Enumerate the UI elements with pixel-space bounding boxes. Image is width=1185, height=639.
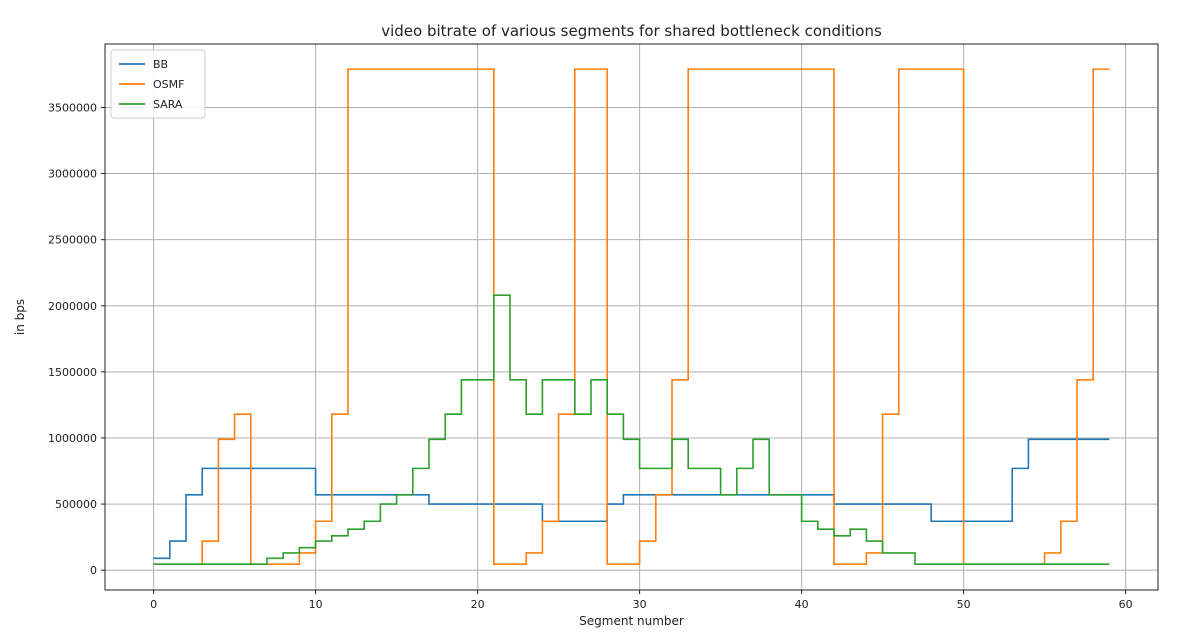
series-line-sara [153,294,1110,566]
x-tick-label: 40 [795,598,809,611]
y-tick-label: 2000000 [48,300,97,313]
x-tick-label: 10 [309,598,323,611]
legend-label-osmf: OSMF [153,78,184,91]
x-tick-label: 20 [471,598,485,611]
series-lines [153,68,1110,566]
x-axis-label: Segment number [579,614,684,628]
legend-label-bb: BB [153,58,168,71]
y-tick-label: 2500000 [48,234,97,247]
axis-ticks: 0 10 20 30 40 50 60 0 500000 1000000 1500000 200000… [48,101,1133,611]
y-tick-label: 0 [90,564,97,577]
chart-title: video bitrate of various segments for sh… [381,22,882,40]
legend: BB OSMF SARA [110,49,206,119]
x-tick-label: 50 [957,598,971,611]
grid [105,44,1158,590]
y-tick-label: 3500000 [48,101,97,114]
legend-box [110,49,206,119]
y-tick-label: 500000 [55,498,97,511]
plot-frame [104,43,1159,591]
x-tick-label: 60 [1119,598,1133,611]
legend-label-sara: SARA [153,98,183,111]
y-tick-label: 1500000 [48,366,97,379]
y-tick-label: 1000000 [48,432,97,445]
x-tick-label: 30 [633,598,647,611]
y-tick-label: 3000000 [48,168,97,181]
y-axis-label: in bps [13,299,27,335]
series-line-osmf [153,68,1110,566]
x-tick-label: 0 [150,598,157,611]
series-line-bb [153,438,1110,560]
